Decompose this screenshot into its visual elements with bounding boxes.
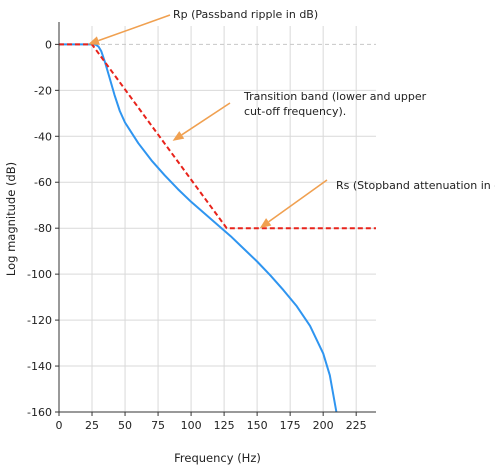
spec-mask-line: [59, 43, 376, 230]
annotation-arrow: [181, 102, 231, 136]
tick-labels: 0 25 50 75 100 125 150 175 200 225 0 -20 -40 -60 -80 -1…: [27, 38, 367, 432]
x-tick-label: 150: [247, 419, 268, 432]
x-tick-label: 25: [85, 419, 99, 432]
y-tick-label: -120: [27, 314, 52, 327]
y-tick-label: -20: [34, 84, 52, 97]
axes: [55, 22, 376, 416]
x-tick-label: 175: [280, 419, 301, 432]
annotation-text: cut-off frequency).: [244, 105, 346, 118]
x-tick-label: 100: [181, 419, 202, 432]
y-tick-label: -40: [34, 130, 52, 143]
annotation-arrow: [268, 179, 328, 223]
y-tick-label: -140: [27, 360, 52, 373]
y-tick-label: -100: [27, 268, 52, 281]
y-tick-label: -60: [34, 176, 52, 189]
x-tick-label: 50: [118, 419, 132, 432]
x-tick-label: 200: [313, 419, 334, 432]
magnitude-response-line: [59, 43, 338, 413]
plot-series: [59, 43, 376, 413]
y-tick-label: 0: [45, 38, 52, 51]
x-tick-label: 125: [214, 419, 235, 432]
x-tick-label: 225: [346, 419, 367, 432]
annotation-arrow: [98, 14, 171, 42]
annotation-arrowhead: [172, 131, 185, 141]
annotation-arrowhead: [88, 36, 100, 45]
x-axis-label: Frequency (Hz): [174, 451, 261, 465]
annotation-arrowhead: [259, 218, 272, 229]
grid-lines: [59, 26, 376, 412]
annotation-text: Rs (Stopband attenuation in dB): [336, 179, 495, 192]
annotation-text: Rp (Passband ripple in dB): [173, 8, 318, 21]
y-axis-label: Log magnitude (dB): [4, 162, 18, 276]
annotation-text: Transition band (lower and upper: [243, 90, 427, 103]
x-tick-label: 0: [56, 419, 63, 432]
annotations: Rp (Passband ripple in dB) Transition ban…: [88, 8, 495, 229]
y-tick-label: -160: [27, 406, 52, 419]
y-tick-label: -80: [34, 222, 52, 235]
x-tick-label: 75: [151, 419, 165, 432]
